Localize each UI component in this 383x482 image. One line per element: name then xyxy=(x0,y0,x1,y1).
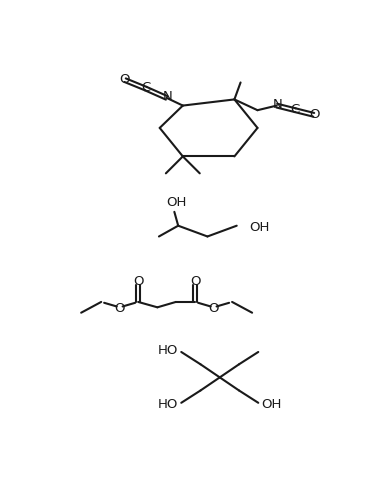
Text: OH: OH xyxy=(249,221,269,234)
Text: C: C xyxy=(291,103,300,116)
Text: O: O xyxy=(133,275,143,288)
Text: HO: HO xyxy=(158,344,178,357)
Text: O: O xyxy=(309,107,320,120)
Text: O: O xyxy=(119,73,129,86)
Text: O: O xyxy=(208,302,219,315)
Text: O: O xyxy=(115,302,125,315)
Text: O: O xyxy=(190,275,200,288)
Text: HO: HO xyxy=(158,398,178,411)
Text: N: N xyxy=(273,97,282,110)
Text: OH: OH xyxy=(261,398,282,411)
Text: N: N xyxy=(162,90,172,103)
Text: C: C xyxy=(141,81,151,94)
Text: OH: OH xyxy=(167,196,187,209)
